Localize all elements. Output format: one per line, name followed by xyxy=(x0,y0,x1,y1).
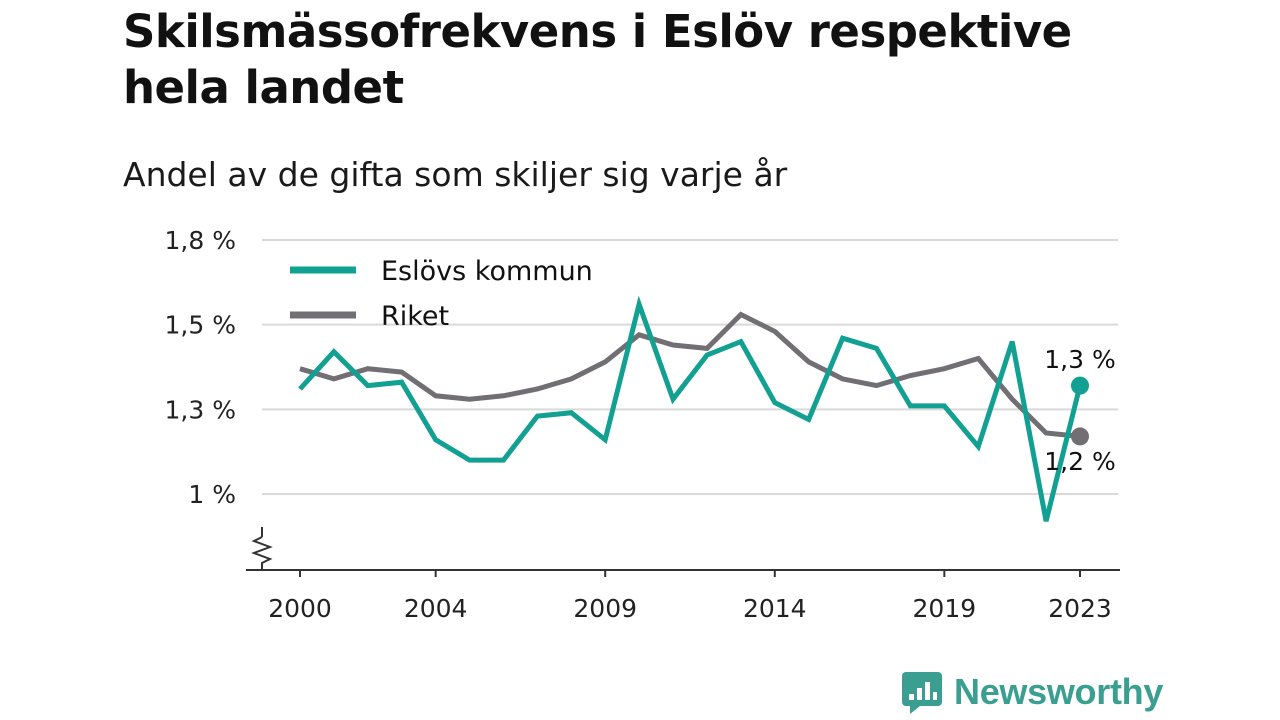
y-tick-label: 1,3 % xyxy=(165,395,236,424)
legend: Eslövs kommun Riket xyxy=(290,256,593,332)
y-tick-label: 1 % xyxy=(188,480,236,509)
x-tick-label: 2004 xyxy=(404,594,468,623)
end-markers: 1,3 % 1,2 % xyxy=(1044,345,1115,476)
x-tick-label: 2009 xyxy=(573,594,637,623)
chart-title: Skilsmässofrekvens i Eslöv respektive he… xyxy=(123,5,1072,114)
end-point-eslov xyxy=(1071,376,1089,395)
end-label-riket: 1,2 % xyxy=(1044,447,1115,476)
newsworthy-logo-icon xyxy=(902,672,942,714)
x-tick-label: 2000 xyxy=(268,594,332,623)
series-line-riket xyxy=(299,311,1081,439)
axis-break-icon xyxy=(251,536,273,570)
x-tick-label: 2023 xyxy=(1048,594,1112,623)
legend-label-eslov: Eslövs kommun xyxy=(381,256,593,287)
brand-name: Newsworthy xyxy=(954,671,1164,712)
brand-logo[interactable]: Newsworthy xyxy=(902,670,1163,714)
x-tick-label: 2014 xyxy=(743,594,807,623)
series-line-eslov xyxy=(298,295,1083,522)
x-axis-ticks: 2000 2004 2009 2014 2019 2023 xyxy=(268,570,1112,623)
end-point-riket xyxy=(1071,427,1089,446)
y-axis-ticks: 1 % 1,3 % 1,5 % 1,8 % xyxy=(165,226,236,509)
y-tick-label: 1,8 % xyxy=(165,226,236,255)
x-tick-label: 2019 xyxy=(913,594,977,623)
gridlines xyxy=(262,239,1118,495)
legend-label-riket: Riket xyxy=(381,301,449,332)
y-tick-label: 1,5 % xyxy=(165,311,236,340)
chart-subtitle: Andel av de gifta som skiljer sig varje … xyxy=(123,155,788,194)
end-label-eslov: 1,3 % xyxy=(1044,345,1115,374)
series-lines xyxy=(298,295,1083,522)
axes xyxy=(246,527,1120,571)
